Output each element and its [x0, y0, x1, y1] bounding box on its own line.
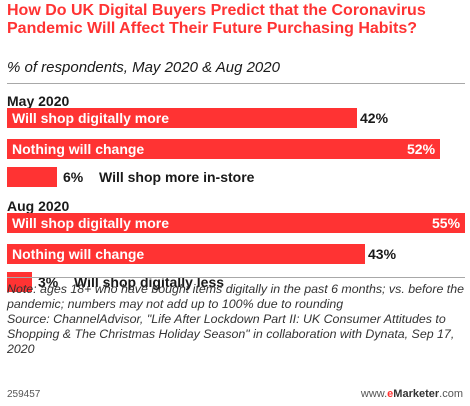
- bar-category-label: Will shop digitally less: [74, 274, 225, 290]
- bar: [7, 139, 440, 159]
- bottom-divider: [7, 277, 465, 278]
- bar-category-label: Nothing will change: [12, 141, 145, 157]
- bar-value-label: 52%: [407, 141, 436, 157]
- brand-e: e: [387, 388, 394, 400]
- bar-value-label: 6%: [63, 169, 84, 185]
- brand-dotcom: .com: [439, 388, 463, 400]
- footnote: Note: ages 18+ who have bought items dig…: [7, 282, 465, 357]
- bar-value-label: 43%: [368, 246, 397, 262]
- bar-category-label: Will shop digitally more: [12, 110, 170, 126]
- bar: [7, 167, 57, 187]
- chart-title: How Do UK Digital Buyers Predict that th…: [7, 2, 426, 37]
- bar-value-label: 42%: [360, 110, 389, 126]
- chart-subtitle: % of respondents, May 2020 & Aug 2020: [7, 59, 280, 76]
- footnote-source: Source: ChannelAdvisor, "Life After Lock…: [7, 312, 455, 356]
- brand-www: www.: [360, 388, 388, 400]
- chart-id: 259457: [7, 389, 41, 400]
- emarketer-logo: www.eMarketer.com: [361, 388, 463, 401]
- bar-value-label: 3%: [38, 274, 59, 290]
- bar-category-label: Will shop more in-store: [99, 169, 255, 185]
- bar: [7, 108, 357, 128]
- bar: [7, 244, 365, 264]
- footnote-note: Note: ages 18+ who have bought items dig…: [7, 282, 465, 311]
- bar: [7, 213, 465, 233]
- group-label: May 2020: [7, 93, 70, 109]
- group-label: Aug 2020: [7, 198, 70, 214]
- bar-category-label: Nothing will change: [12, 246, 145, 262]
- bar-value-label: 55%: [432, 215, 461, 231]
- top-divider: [7, 83, 465, 84]
- bar-category-label: Will shop digitally more: [12, 215, 170, 231]
- brand-marketer: Marketer: [393, 388, 440, 400]
